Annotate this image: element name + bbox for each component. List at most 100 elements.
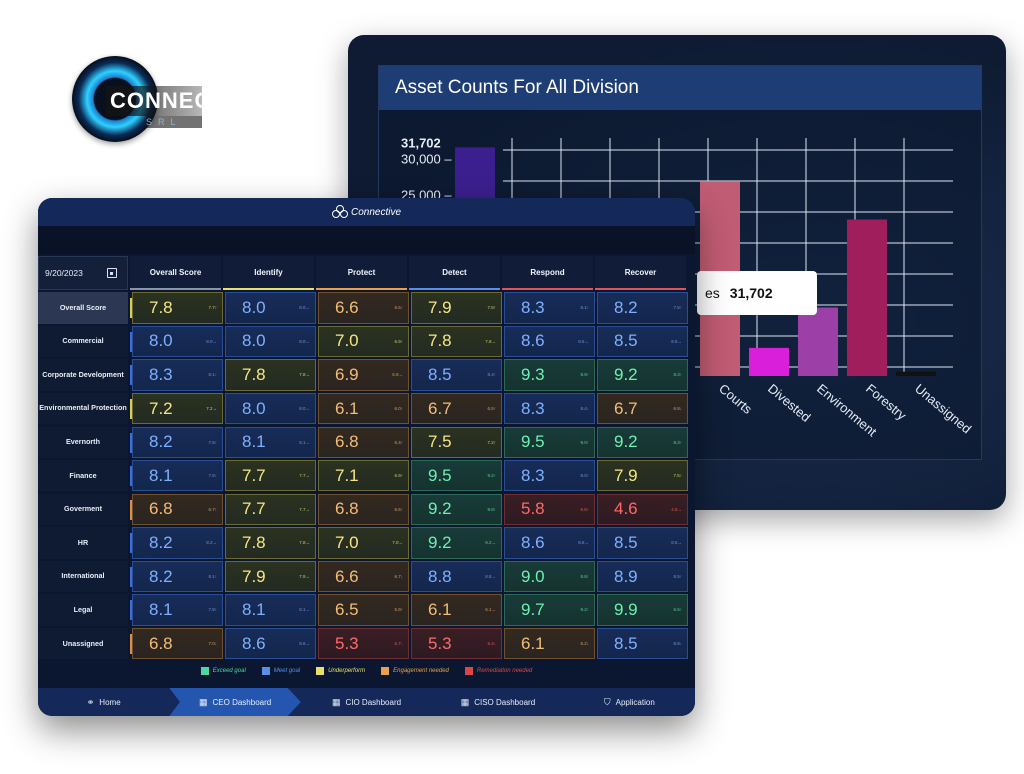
score-cell[interactable]: 9.3 8.9↑ (504, 359, 595, 391)
column-header[interactable]: Recover (595, 256, 686, 290)
score-value: 6.8 (335, 499, 359, 519)
row-label[interactable]: Unassigned (38, 627, 128, 660)
score-cell[interactable]: 7.2 7.2→ (132, 392, 223, 425)
score-cell[interactable]: 6.8 6.6↑ (318, 493, 409, 526)
score-cell[interactable]: 8.6 8.6→ (504, 325, 595, 358)
score-cell[interactable]: 8.0 8.0→ (225, 292, 316, 324)
score-cell[interactable]: 6.1 6.2↓ (504, 627, 595, 660)
date-picker[interactable]: 9/20/2023 (38, 256, 128, 290)
nav-item-ceo-dashboard[interactable]: ▦ CEO Dashboard (169, 688, 301, 716)
previous-score-trend: 6.2↓ (580, 640, 589, 646)
previous-score-trend: 8.4↑ (487, 372, 496, 378)
score-cell[interactable]: 8.5 8.5→ (597, 325, 688, 358)
row-label[interactable]: Environmental Protection (38, 392, 128, 425)
score-cell[interactable]: 8.3 8.0↑ (504, 460, 595, 492)
score-cell[interactable]: 6.6 6.7↓ (318, 560, 409, 593)
score-cell[interactable]: 7.7 7.7→ (225, 460, 316, 492)
score-cell[interactable]: 9.2 9.2→ (411, 527, 502, 559)
previous-score-trend: 9.0↑ (580, 439, 589, 445)
score-cell[interactable]: 4.6 4.6→ (597, 493, 688, 526)
score-cell[interactable]: 7.5 7.2↑ (411, 426, 502, 458)
score-cell[interactable]: 8.0 8.0→ (225, 392, 316, 425)
score-cell[interactable]: 7.8 7.7↑ (132, 292, 223, 324)
score-cell[interactable]: 8.2 8.1↑ (132, 560, 223, 593)
score-cell[interactable]: 9.2 8.8↑ (411, 493, 502, 526)
score-cell[interactable]: 8.3 8.4↓ (504, 392, 595, 425)
score-cell[interactable]: 8.9 8.5↑ (597, 560, 688, 593)
score-cell[interactable]: 9.0 8.8↑ (504, 560, 595, 593)
row-label[interactable]: International (38, 560, 128, 593)
score-cell[interactable]: 8.5 8.8↓ (597, 627, 688, 660)
score-cell[interactable]: 9.2 8.3↑ (597, 359, 688, 391)
row-label[interactable]: Corporate Development (38, 359, 128, 391)
column-header[interactable]: Detect (409, 256, 500, 290)
score-cell[interactable]: 7.8 7.8→ (225, 527, 316, 559)
previous-score-trend: 8.0→ (299, 305, 310, 311)
score-cell[interactable]: 8.0 8.0→ (132, 325, 223, 358)
column-header[interactable]: Identify (223, 256, 314, 290)
score-cell[interactable]: 7.1 6.9↑ (318, 460, 409, 492)
score-cell[interactable]: 8.8 8.8→ (411, 560, 502, 593)
score-cell[interactable]: 7.8 7.8→ (225, 359, 316, 391)
score-cell[interactable]: 9.5 9.0↑ (504, 426, 595, 458)
score-cell[interactable]: 7.9 7.9→ (225, 560, 316, 593)
nav-item-home[interactable]: ⚭ Home (38, 688, 169, 716)
score-cell[interactable]: 6.7 6.5↑ (411, 392, 502, 425)
previous-score-trend: 6.7↓ (394, 573, 403, 579)
score-cell[interactable]: 5.3 5.4↓ (411, 627, 502, 660)
nav-item-application[interactable]: ⛉ Application (564, 688, 695, 716)
score-cell[interactable]: 6.8 6.7↑ (132, 493, 223, 526)
score-cell[interactable]: 9.9 6.5↑ (597, 594, 688, 626)
row-label[interactable]: HR (38, 527, 128, 559)
row-label[interactable]: Evernorth (38, 426, 128, 458)
score-cell[interactable]: 5.3 5.7↓ (318, 627, 409, 660)
column-header[interactable]: Respond (502, 256, 593, 290)
score-cell[interactable]: 8.1 8.1→ (225, 594, 316, 626)
score-cell[interactable]: 6.9 6.9→ (318, 359, 409, 391)
score-cell[interactable]: 8.5 8.5→ (597, 527, 688, 559)
nav-item-ciso-dashboard[interactable]: ▦ CISO Dashboard (432, 688, 563, 716)
score-cell[interactable]: 8.1 8.1→ (225, 426, 316, 458)
score-cell[interactable]: 8.2 7.8↑ (132, 426, 223, 458)
score-cell[interactable]: 5.8 5.6↑ (504, 493, 595, 526)
score-cell[interactable]: 7.9 7.8↑ (411, 292, 502, 324)
grid-icon: ▦ (199, 696, 208, 707)
score-cell[interactable]: 9.2 8.3↑ (597, 426, 688, 458)
score-cell[interactable]: 7.7 7.7→ (225, 493, 316, 526)
legend-label: Meet goal (273, 668, 301, 674)
score-cell[interactable]: 8.3 8.1↑ (504, 292, 595, 324)
column-header[interactable]: Overall Score (130, 256, 221, 290)
calendar-icon[interactable] (107, 268, 117, 278)
score-cell[interactable]: 8.5 8.4↑ (411, 359, 502, 391)
score-cell[interactable]: 6.1 6.1→ (411, 594, 502, 626)
score-cell[interactable]: 7.9 7.5↑ (597, 460, 688, 492)
row-label[interactable]: Overall Score (38, 292, 128, 324)
row-label[interactable]: Goverment (38, 493, 128, 526)
score-cell[interactable]: 7.0 7.0→ (318, 527, 409, 559)
nav-item-cio-dashboard[interactable]: ▦ CIO Dashboard (301, 688, 432, 716)
row-label[interactable]: Legal (38, 594, 128, 626)
score-cell[interactable]: 6.8 6.4↑ (318, 426, 409, 458)
score-cell[interactable]: 9.7 9.2↑ (504, 594, 595, 626)
column-header[interactable]: Protect (316, 256, 407, 290)
score-cell[interactable]: 6.6 6.5↑ (318, 292, 409, 324)
score-cell[interactable]: 8.3 8.1↑ (132, 359, 223, 391)
score-cell[interactable]: 7.8 7.8→ (411, 325, 502, 358)
score-cell[interactable]: 6.1 6.0↑ (318, 392, 409, 425)
score-cell[interactable]: 8.2 8.2→ (132, 527, 223, 559)
score-cell[interactable]: 8.2 7.5↑ (597, 292, 688, 324)
row-label[interactable]: Finance (38, 460, 128, 492)
score-cell[interactable]: 8.0 8.0→ (225, 325, 316, 358)
score-cell[interactable]: 6.8 7.0↓ (132, 627, 223, 660)
score-cell[interactable]: 8.6 8.6→ (504, 527, 595, 559)
score-cell[interactable]: 8.1 7.8↑ (132, 594, 223, 626)
score-cell[interactable]: 6.7 6.8↓ (597, 392, 688, 425)
score-value: 7.0 (335, 331, 359, 351)
score-cell[interactable]: 6.5 5.9↑ (318, 594, 409, 626)
score-cell[interactable]: 9.5 9.2↑ (411, 460, 502, 492)
previous-score-trend: 7.0→ (392, 540, 403, 546)
score-cell[interactable]: 8.6 8.6→ (225, 627, 316, 660)
score-cell[interactable]: 8.1 7.5↑ (132, 460, 223, 492)
score-cell[interactable]: 7.0 6.9↑ (318, 325, 409, 358)
row-label[interactable]: Commercial (38, 325, 128, 358)
